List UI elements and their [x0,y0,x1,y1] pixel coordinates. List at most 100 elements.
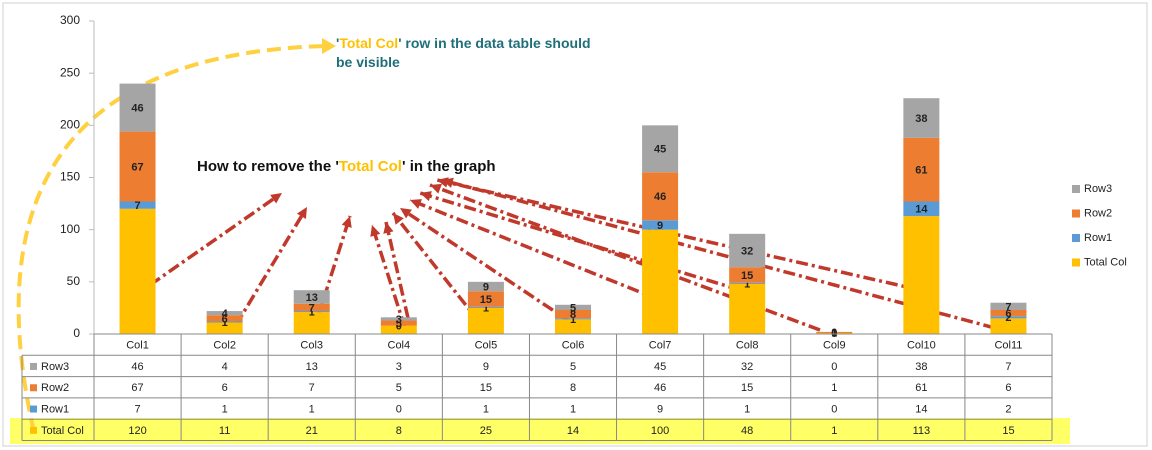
bar-segment [816,332,853,334]
table-cell: 25 [480,425,492,437]
table-cell: 6 [1005,382,1011,394]
annotation: How to remove the 'Total Col' in the gra… [197,158,496,175]
arrow [409,198,661,302]
arrow [399,206,573,325]
bar-segment [642,229,679,334]
data-label: 45 [654,144,666,156]
table-cell: 48 [741,425,753,437]
table-cell: 7 [134,403,140,415]
y-tick-label: 0 [73,326,80,340]
bar-segment [119,83,156,132]
data-label: 1 [831,327,837,339]
table-cell: 8 [570,382,576,394]
arrow [391,211,482,325]
bar-segment [293,312,330,334]
data-label: 9 [657,220,663,232]
table-cell: 14 [915,403,927,415]
x-tick-label: Col10 [907,340,936,352]
bar-segment [729,233,766,268]
data-label: 7 [134,200,140,212]
table-cell: 1 [483,403,489,415]
table-cell: 15 [741,382,753,394]
data-label: 0 [831,327,837,339]
x-tick-label: Col4 [388,340,411,352]
bar-segment [206,315,243,322]
legend-label: Total Col [1084,256,1127,268]
highlight [10,418,1070,444]
annotation: be visible [336,54,400,70]
legend-label: Row1 [1084,232,1112,244]
data-label: 9 [483,281,489,293]
annotation: 'Total Col' row in the data table should [336,35,591,51]
x-tick-label: Col7 [649,340,672,352]
table-cell: 61 [915,382,927,394]
data-label: 32 [741,245,753,257]
table-cell: 1 [744,403,750,415]
table-cell: 15 [1002,425,1014,437]
table-cell: 2 [1005,403,1011,415]
data-label: 2 [1005,312,1011,324]
table-cell: 46 [654,382,666,394]
table-cell: 45 [654,361,666,373]
table-row-label: Row1 [41,403,69,415]
table-row-label: Total Col [41,425,84,437]
legend-key [1072,209,1080,218]
bar-segment [555,319,591,334]
data-label: 8 [570,309,576,321]
arrow-head [442,177,454,188]
bar-segment [555,310,591,319]
bar-segment [119,201,156,209]
bar-segment [293,303,330,312]
annotation-part: ' row in the data table should [398,35,590,51]
bar-segment [555,304,591,311]
annotation-part: Total Col [339,35,398,51]
table-cell: 21 [306,425,318,437]
y-tick-label: 150 [60,170,80,184]
y-tick-label: 300 [60,13,80,27]
table-cell: 0 [396,403,402,415]
data-label: 1 [483,302,489,314]
data-label: 1 [570,314,576,326]
data-label: 5 [396,318,402,330]
x-tick-label: Col6 [562,340,585,352]
data-label: 4 [222,308,229,320]
data-label: 1 [744,278,750,290]
bar-segment [990,310,1027,317]
table-cell: 7 [309,382,315,394]
data-label: 5 [570,302,576,314]
x-tick-label: Col5 [475,340,498,352]
data-label: 6 [222,313,228,325]
data-label: 38 [915,113,927,125]
bar-segment [729,283,766,334]
legend-key [1072,258,1080,267]
bar-segment [467,307,504,334]
bar-segment [642,172,679,221]
table-cell: 1 [831,382,837,394]
data-label: 67 [131,161,143,173]
data-label: 1 [222,317,228,329]
x-tick-label: Col1 [126,340,149,352]
data-label: 0 [396,321,402,333]
legend-key [1072,185,1080,193]
bar-segment [119,131,156,202]
table-key [30,384,37,392]
table-cell: 1 [831,425,837,437]
x-tick-label: Col3 [300,340,323,352]
data-label: 46 [654,191,666,203]
bar-segment [206,322,243,334]
arrow-head [296,207,307,219]
arrow-head [270,193,282,204]
table-row-label: Row2 [41,382,69,394]
table-cell: 5 [396,382,402,394]
legend-label: Row2 [1084,207,1112,219]
bar-segment [380,320,417,326]
table-cell: 1 [570,403,576,415]
y-tick-label: 200 [60,118,80,132]
bar-segment [206,321,243,323]
annotation-part: ' [336,35,339,51]
bar-segment [555,318,591,320]
bar-segment [903,201,940,217]
arrow-head [383,222,394,234]
